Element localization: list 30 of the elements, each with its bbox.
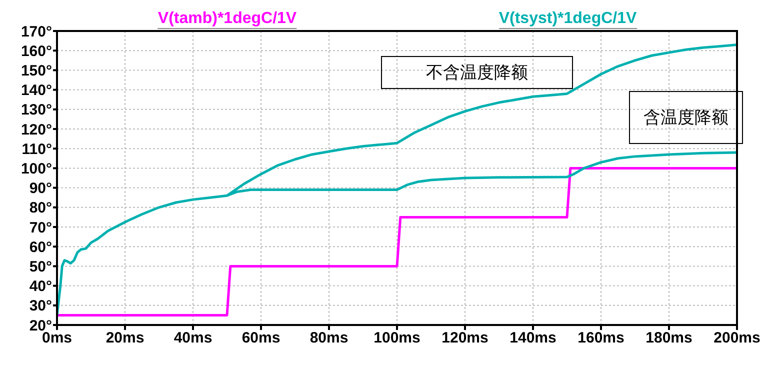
annotation: 含温度降额 (629, 91, 743, 144)
y-tick-label: 120° (20, 121, 52, 138)
y-tick-label: 110° (22, 140, 52, 158)
annotation: 不含温度降额 (381, 56, 573, 89)
y-tick-label: 60° (29, 238, 52, 256)
x-tick-label: 80ms (310, 330, 348, 347)
x-tick-label: 20ms (106, 330, 144, 347)
x-tick-label: 140ms (510, 330, 556, 347)
x-tick-label: 100ms (374, 330, 420, 347)
x-tick-label: 120ms (442, 330, 488, 347)
x-tick-label: 60ms (242, 330, 280, 347)
x-tick-label: 180ms (646, 330, 692, 347)
y-tick-label: 40° (29, 278, 52, 296)
y-tick-label: 100° (20, 160, 52, 178)
series-label: V(tsyst)*1degC/1V (498, 10, 637, 29)
text: V(tamb)*1degC/1V (158, 10, 297, 29)
y-tick-label: 90° (29, 180, 52, 198)
x-tick-label: 40ms (174, 330, 212, 347)
y-tick-label: 70° (29, 219, 52, 236)
y-tick-label: 130° (20, 102, 52, 119)
y-tick-label: 160° (20, 42, 52, 60)
y-tick-label: 150° (20, 62, 52, 80)
y-tick-label: 170° (20, 23, 52, 40)
x-tick-label: 160ms (578, 330, 624, 347)
x-tick-label: 0ms (42, 330, 72, 347)
y-tick-label: 30° (29, 298, 52, 315)
y-tick-label: 140° (20, 82, 52, 100)
y-tick-label: 50° (29, 258, 52, 276)
y-tick-label: 80° (29, 200, 52, 217)
x-tick-label: 200ms (714, 330, 760, 347)
